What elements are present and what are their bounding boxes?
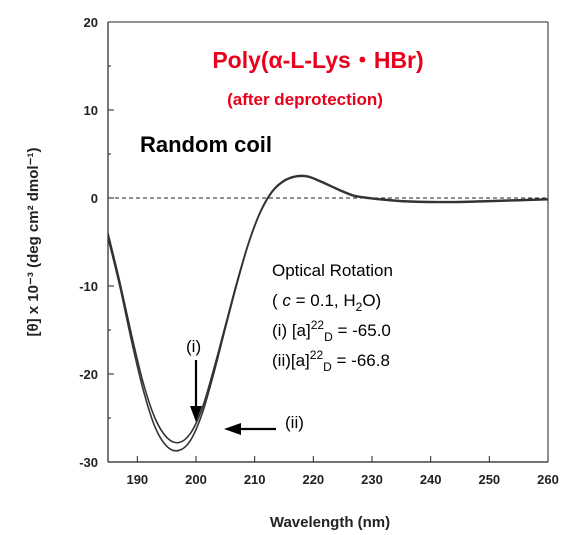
series-line-2 bbox=[107, 175, 549, 452]
tick-labels: 190 200 210 220 230 240 250 260 20 10 0 -10 -20 -30 bbox=[79, 15, 559, 487]
optical-rotation-note: Optical Rotation ( c = 0.1, H2O) (i) [a]… bbox=[272, 261, 393, 374]
note-rotation-ii-sup: 22 bbox=[310, 348, 324, 362]
note-rotation-i-value: = -65.0 bbox=[333, 321, 391, 340]
x-tick-label: 230 bbox=[361, 472, 383, 487]
note-rotation-ii-prefix: (ii)[a] bbox=[272, 351, 310, 370]
note-conditions-c: c bbox=[282, 291, 291, 310]
note-rotation-i-prefix: (i) [a] bbox=[272, 321, 311, 340]
note-rotation-i-sub: D bbox=[324, 330, 333, 344]
arrow-i-label: (i) bbox=[186, 337, 201, 356]
x-tick-label: 190 bbox=[126, 472, 148, 487]
note-rotation-ii-value: = -66.8 bbox=[332, 351, 390, 370]
x-tick-label: 200 bbox=[185, 472, 207, 487]
y-tick-label: -20 bbox=[79, 367, 98, 382]
x-axis-label: Wavelength (nm) bbox=[270, 514, 390, 531]
y-tick-label: 20 bbox=[84, 15, 98, 30]
plot-frame bbox=[107, 21, 549, 463]
y-tick-label: 0 bbox=[91, 191, 98, 206]
arrow-ii-head bbox=[224, 423, 241, 435]
note-title: Optical Rotation bbox=[272, 261, 393, 280]
note-conditions-open: ( bbox=[272, 291, 282, 310]
random-coil-label: Random coil bbox=[140, 132, 272, 157]
y-tick-label: -10 bbox=[79, 279, 98, 294]
y-axis-label: [θ] x 10⁻³ (deg cm² dmol⁻¹) bbox=[25, 148, 42, 337]
note-conditions-rest: = 0.1, H bbox=[291, 291, 356, 310]
y-tick-label: 10 bbox=[84, 103, 98, 118]
x-tick-label: 240 bbox=[420, 472, 442, 487]
note-rotation-i: (i) [a]22D = -65.0 bbox=[272, 318, 391, 344]
note-rotation-i-sup: 22 bbox=[311, 318, 325, 332]
note-conditions-close: O) bbox=[362, 291, 381, 310]
note-conditions-sub: 2 bbox=[356, 300, 363, 314]
note-conditions: ( c = 0.1, H2O) bbox=[272, 291, 381, 314]
x-tick-label: 210 bbox=[244, 472, 266, 487]
arrow-ii-label: (ii) bbox=[285, 413, 304, 432]
chart-subtitle: (after deprotection) bbox=[227, 90, 383, 109]
x-tick-label: 220 bbox=[302, 472, 324, 487]
chart-title: Poly(α-L-Lys・HBr) bbox=[212, 47, 423, 73]
axis-ticks bbox=[108, 21, 549, 463]
arrow-ii: (ii) bbox=[224, 413, 304, 435]
note-rotation-ii: (ii)[a]22D = -66.8 bbox=[272, 348, 390, 374]
spectrum-curves bbox=[107, 174, 549, 452]
arrow-i-head bbox=[190, 406, 202, 422]
x-tick-label: 250 bbox=[478, 472, 500, 487]
y-tick-label: -30 bbox=[79, 455, 98, 470]
arrow-i: (i) bbox=[186, 337, 202, 422]
x-tick-label: 260 bbox=[537, 472, 559, 487]
note-rotation-ii-sub: D bbox=[323, 360, 332, 374]
